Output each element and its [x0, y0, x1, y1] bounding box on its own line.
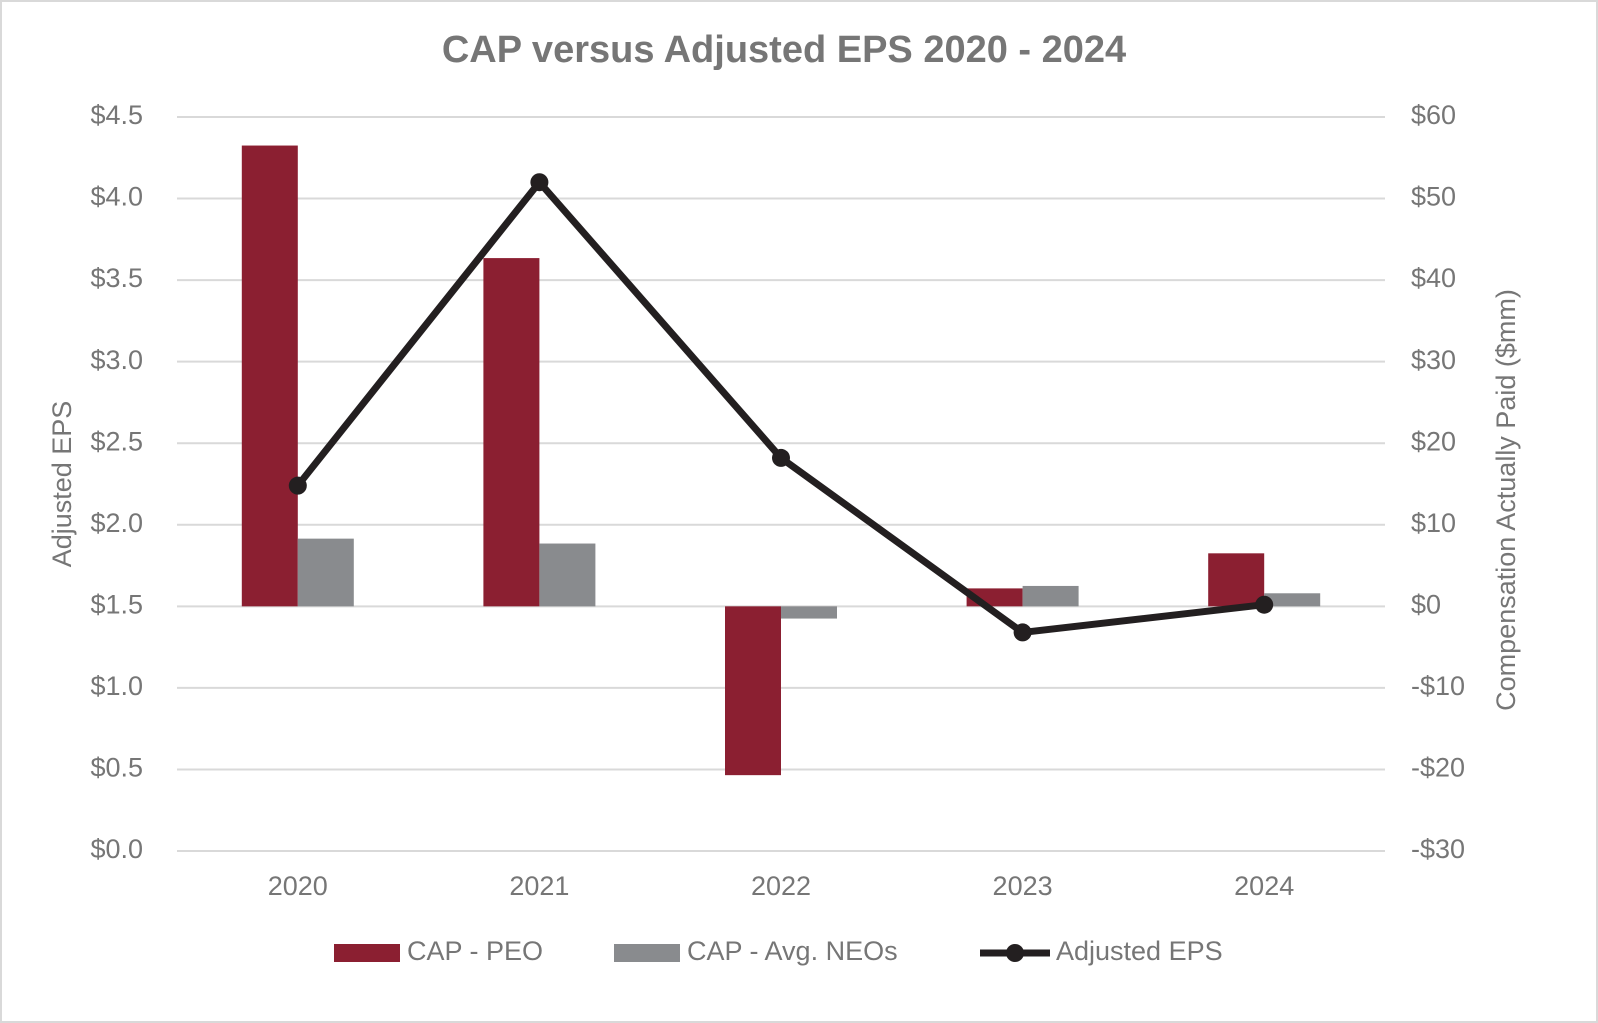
bar — [539, 543, 596, 607]
y-tick-label: $2.0 — [90, 508, 143, 538]
bar — [1264, 593, 1321, 607]
x-tick-label: 2022 — [751, 871, 811, 901]
legend-swatch — [614, 944, 680, 962]
legend-marker — [1006, 944, 1024, 962]
y-tick-label: $4.0 — [90, 182, 143, 212]
line-marker — [1013, 623, 1032, 642]
bar — [725, 606, 781, 776]
y2-tick-label: $40 — [1411, 263, 1456, 293]
y2-tick-label: $50 — [1411, 182, 1456, 212]
legend-label: CAP - Avg. NEOs — [687, 936, 898, 966]
x-tick-label: 2021 — [509, 871, 569, 901]
line-marker — [530, 173, 549, 192]
y2-tick-label: -$30 — [1411, 834, 1465, 864]
y2-tick-label: $10 — [1411, 508, 1456, 538]
y2-tick-label: -$10 — [1411, 671, 1465, 701]
x-tick-label: 2023 — [993, 871, 1053, 901]
y-tick-label: $1.5 — [90, 589, 143, 619]
bar — [483, 258, 540, 607]
y2-tick-label: $0 — [1411, 589, 1441, 619]
y-tick-label: $4.5 — [90, 100, 143, 130]
bar — [241, 145, 298, 607]
legend-swatch — [334, 944, 400, 962]
line-marker — [1255, 595, 1274, 614]
y-tick-label: $2.5 — [90, 426, 143, 456]
y2-axis-title: Compensation Actually Paid ($mm) — [1491, 289, 1521, 711]
legend-label: CAP - PEO — [407, 936, 543, 966]
x-tick-label: 2020 — [268, 871, 328, 901]
chart-title: CAP versus Adjusted EPS 2020 - 2024 — [442, 29, 1126, 71]
bar — [1022, 585, 1079, 607]
y2-tick-label: $60 — [1411, 100, 1456, 130]
y2-tick-label: $20 — [1411, 426, 1456, 456]
bar — [297, 538, 354, 607]
y-tick-label: $0.0 — [90, 834, 143, 864]
y-tick-label: $3.5 — [90, 263, 143, 293]
line-marker — [772, 448, 790, 467]
line-marker — [288, 476, 307, 495]
y2-tick-label: -$20 — [1411, 753, 1465, 783]
y-tick-label: $1.0 — [90, 671, 143, 701]
bar — [1208, 553, 1265, 607]
x-tick-label: 2024 — [1234, 871, 1294, 901]
bar — [781, 606, 837, 619]
legend-label: Adjusted EPS — [1056, 936, 1223, 966]
y-axis-title: Adjusted EPS — [47, 401, 77, 568]
y-tick-label: $3.0 — [90, 345, 143, 375]
y-tick-label: $0.5 — [90, 753, 143, 783]
y2-tick-label: $30 — [1411, 345, 1456, 375]
